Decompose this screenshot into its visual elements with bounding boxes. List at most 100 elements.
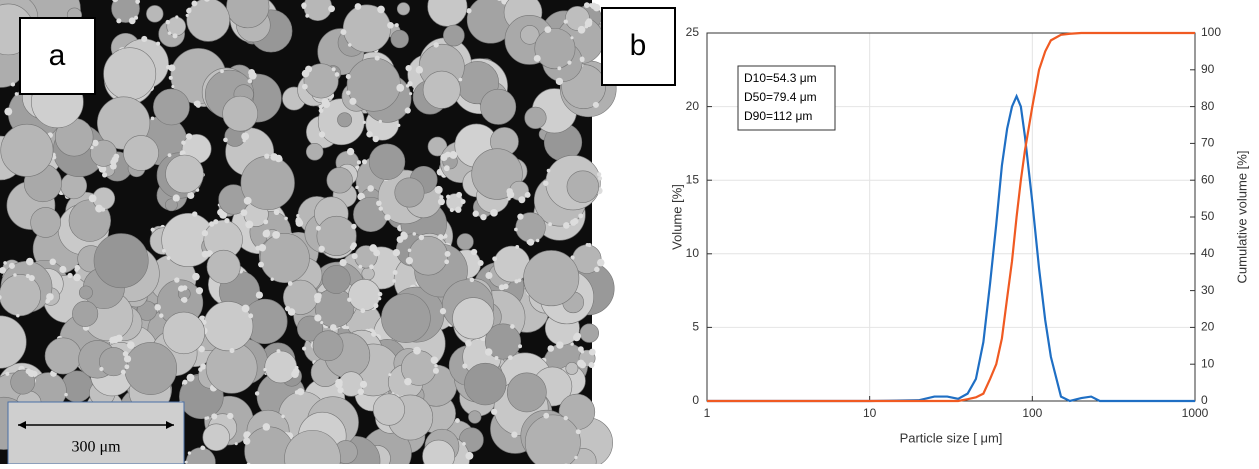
satellite: [527, 240, 531, 244]
particle: [453, 298, 494, 339]
y-tick-label: 0: [692, 393, 699, 407]
satellite: [50, 259, 57, 266]
satellite: [518, 279, 521, 282]
satellite: [490, 209, 498, 217]
satellite: [314, 314, 321, 321]
satellite: [335, 72, 340, 77]
satellite: [26, 369, 30, 373]
particle: [322, 265, 350, 293]
satellite: [314, 293, 322, 301]
satellite: [379, 120, 382, 123]
satellite: [444, 165, 450, 171]
y-axis-label: Volume [%]: [669, 184, 684, 250]
satellite: [270, 153, 278, 161]
satellite: [371, 331, 376, 336]
y-tick-label: 15: [686, 172, 700, 186]
satellite: [563, 222, 570, 229]
particle: [373, 394, 404, 425]
satellite: [91, 198, 94, 201]
satellite: [556, 341, 563, 348]
satellite: [113, 154, 119, 160]
satellite: [358, 389, 364, 395]
satellite: [405, 65, 411, 71]
satellite: [406, 257, 413, 264]
satellite: [480, 214, 486, 220]
x-axis-label: Particle size [ μm]: [900, 430, 1003, 445]
satellite: [406, 84, 409, 87]
satellite: [194, 101, 199, 106]
satellite: [248, 79, 252, 83]
particle: [423, 71, 460, 108]
satellite: [112, 336, 119, 343]
satellite: [570, 219, 576, 225]
satellite: [594, 267, 600, 273]
satellite: [288, 308, 295, 315]
satellite: [387, 22, 394, 29]
satellite: [248, 69, 255, 76]
satellite: [534, 55, 541, 62]
satellite: [446, 195, 450, 199]
particle: [45, 338, 81, 374]
satellite: [491, 409, 497, 415]
satellite: [393, 270, 398, 275]
y2-tick-label: 20: [1201, 320, 1215, 334]
satellite: [473, 211, 479, 217]
scale-bar-label: 300 μm: [71, 439, 121, 456]
satellite: [319, 108, 324, 113]
satellite: [471, 249, 477, 255]
x-tick-label: 100: [1022, 406, 1042, 420]
satellite: [373, 136, 379, 142]
satellite: [514, 228, 518, 232]
satellite: [3, 261, 7, 265]
satellite: [459, 78, 463, 82]
satellite: [351, 242, 357, 248]
satellite: [564, 416, 568, 420]
satellite: [173, 34, 176, 37]
particle: [94, 234, 148, 288]
satellite: [494, 356, 498, 360]
satellite: [241, 209, 248, 216]
satellite: [192, 273, 200, 281]
satellite: [182, 380, 187, 385]
satellite: [400, 232, 407, 239]
satellite: [564, 19, 568, 23]
satellite: [363, 121, 366, 124]
satellite: [404, 378, 412, 386]
satellite: [295, 390, 299, 394]
satellite: [440, 308, 446, 314]
satellite: [156, 42, 160, 46]
particle: [166, 155, 204, 193]
satellite: [384, 214, 390, 220]
satellite: [263, 423, 270, 430]
satellite: [45, 299, 50, 304]
satellite: [124, 355, 131, 362]
satellite: [243, 136, 247, 140]
satellite: [418, 66, 421, 69]
satellite: [485, 272, 492, 279]
satellite: [492, 256, 497, 261]
satellite: [355, 3, 362, 10]
satellite: [548, 222, 552, 226]
satellite: [578, 26, 586, 34]
satellite: [154, 304, 160, 310]
y2-tick-label: 0: [1201, 393, 1208, 407]
satellite: [518, 344, 522, 348]
particle: [468, 411, 481, 424]
satellite: [220, 69, 224, 73]
satellite: [346, 326, 349, 329]
satellite: [227, 413, 233, 419]
satellite: [296, 217, 301, 222]
y2-axis-label: Cumulative volume [%]: [1234, 151, 1249, 284]
panel-label: a: [49, 39, 66, 72]
satellite: [102, 172, 107, 177]
satellite: [527, 192, 530, 195]
particle: [313, 331, 343, 361]
satellite: [585, 25, 589, 29]
particle: [327, 167, 353, 193]
satellite: [433, 42, 438, 47]
satellite: [305, 14, 309, 18]
satellite: [339, 259, 346, 266]
particle: [125, 342, 177, 394]
satellite: [580, 350, 584, 354]
